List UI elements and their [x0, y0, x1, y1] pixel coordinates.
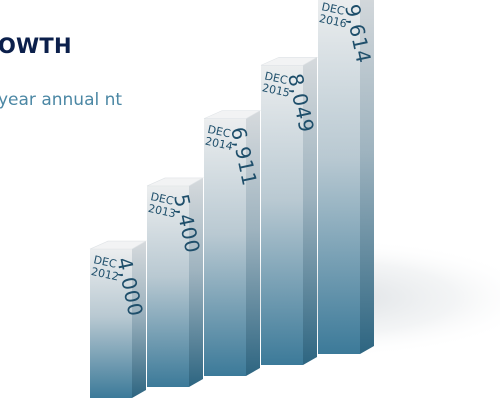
category-label-line: 2013	[147, 202, 177, 221]
category-label-line: DEC	[92, 253, 118, 271]
category-label-line: 2014	[204, 135, 234, 154]
category-label: DEC2015	[261, 69, 294, 99]
bar-side	[132, 241, 146, 398]
bar-face	[261, 65, 303, 365]
bar-top	[203, 110, 262, 119]
category-label-line: 2012	[90, 265, 120, 284]
category-label-line: DEC	[263, 69, 289, 87]
bar-face	[318, 0, 360, 354]
bar-face	[204, 118, 246, 376]
bar-face	[90, 249, 132, 398]
bar-side	[303, 57, 317, 366]
category-label: DEC2016	[318, 0, 351, 30]
category-label: DEC2013	[147, 190, 180, 220]
category-label-line: DEC	[149, 190, 175, 208]
bar-side	[189, 177, 203, 387]
bar-side	[360, 0, 374, 354]
category-label-line: 2016	[318, 12, 348, 31]
category-label-line: DEC	[206, 123, 232, 141]
bar-top	[89, 240, 148, 250]
chart-subtitle: year annual nt	[0, 90, 123, 110]
category-label: DEC2012	[90, 253, 123, 283]
bar-face	[147, 185, 189, 387]
bar-top	[146, 177, 205, 187]
bar-side	[246, 110, 260, 376]
chart-title: OWTH	[0, 34, 72, 58]
category-label-line: DEC	[320, 0, 346, 18]
category-label-line: 2015	[261, 81, 291, 100]
bar-top	[260, 56, 319, 66]
category-label: DEC2014	[204, 123, 237, 153]
